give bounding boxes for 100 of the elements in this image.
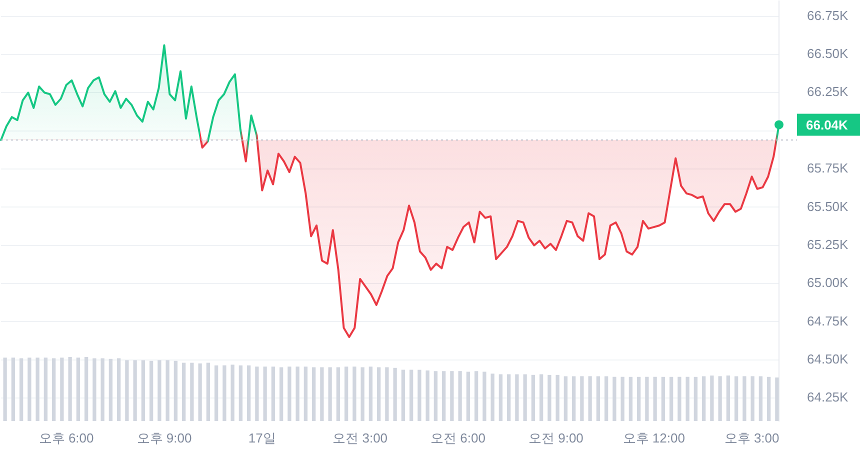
bar: [125, 360, 129, 421]
bar: [198, 363, 202, 421]
bar: [149, 360, 154, 421]
bar: [409, 370, 414, 421]
bar: [426, 370, 430, 421]
bar: [36, 358, 40, 421]
x-tick-label: 오후 6:00: [38, 430, 94, 446]
bar: [336, 367, 340, 421]
bar: [246, 365, 251, 421]
y-tick-label: 64.75K: [807, 313, 849, 328]
bar: [3, 358, 7, 421]
bar: [279, 367, 284, 421]
bar: [596, 376, 600, 421]
bar: [556, 374, 560, 421]
bar: [28, 358, 32, 421]
bar: [393, 368, 397, 421]
bar: [661, 376, 666, 421]
bar: [482, 372, 486, 421]
bar: [458, 371, 462, 421]
x-tick-label: 오전 6:00: [430, 430, 486, 446]
bar: [190, 362, 194, 421]
bar: [758, 376, 763, 421]
x-tick-label: 오후 12:00: [622, 430, 685, 446]
bar: [775, 377, 779, 421]
bar: [466, 372, 470, 421]
bar: [401, 370, 406, 421]
x-tick-label: 오전 9:00: [528, 430, 584, 446]
bar: [450, 371, 454, 421]
bar: [645, 376, 649, 421]
bar: [385, 367, 389, 421]
bar: [116, 358, 121, 421]
bar: [750, 376, 754, 421]
bar: [304, 366, 308, 421]
bar: [515, 374, 519, 421]
bar: [174, 360, 178, 421]
bar: [108, 358, 113, 421]
bar: [572, 376, 576, 421]
bar: [694, 376, 698, 421]
bar: [620, 376, 624, 421]
bar: [678, 376, 682, 421]
bar: [344, 366, 348, 421]
bar: [230, 364, 234, 421]
y-tick-label: 66.25K: [807, 84, 849, 100]
bar: [158, 360, 162, 421]
bar: [474, 371, 478, 421]
bar: [60, 358, 64, 421]
bar: [214, 365, 218, 421]
y-tick-label: 64.50K: [807, 351, 849, 366]
bar: [742, 376, 746, 421]
bar: [238, 365, 243, 421]
bar: [52, 358, 56, 421]
bar: [734, 376, 738, 421]
bar: [498, 374, 503, 421]
y-tick-label: 66.50K: [807, 46, 849, 62]
bar: [312, 367, 316, 421]
y-tick-label: 65.50K: [807, 198, 849, 214]
bar: [11, 358, 16, 421]
bar: [368, 366, 373, 421]
bar: [442, 371, 446, 421]
bar: [669, 376, 674, 421]
bar: [418, 370, 422, 421]
bar: [376, 367, 381, 421]
bar: [222, 365, 226, 421]
bar: [564, 376, 568, 421]
bar: [19, 358, 24, 421]
y-tick-label: 65.00K: [807, 275, 849, 290]
bar: [548, 374, 552, 421]
bar: [288, 366, 292, 421]
bar: [255, 366, 259, 421]
bar: [612, 376, 616, 421]
bar: [352, 366, 356, 421]
bar: [328, 367, 332, 421]
x-tick-label: 17일: [248, 430, 276, 446]
bar: [531, 374, 536, 421]
bar: [523, 374, 527, 421]
y-tick-label: 65.25K: [807, 236, 849, 252]
bar: [92, 358, 96, 421]
bar: [84, 357, 88, 421]
bar: [76, 358, 80, 421]
bar: [636, 376, 641, 421]
bar: [44, 358, 48, 421]
bar: [604, 376, 608, 421]
bar: [653, 376, 657, 421]
y-tick-label: 66.75K: [807, 8, 849, 23]
x-tick-label: 오전 3:00: [332, 430, 388, 446]
data-label: 66.04K: [806, 117, 849, 132]
x-tick-label: 오후 9:00: [136, 430, 192, 446]
bar: [710, 376, 714, 421]
bar: [100, 358, 104, 421]
bar: [133, 360, 137, 421]
bar: [539, 374, 544, 421]
bar: [182, 362, 186, 421]
bar: [766, 376, 771, 421]
bar: [490, 374, 494, 421]
bar: [726, 376, 730, 421]
bar: [271, 366, 276, 421]
bar: [296, 366, 300, 421]
bar: [686, 376, 690, 421]
bar: [141, 360, 146, 421]
bar: [263, 366, 267, 421]
